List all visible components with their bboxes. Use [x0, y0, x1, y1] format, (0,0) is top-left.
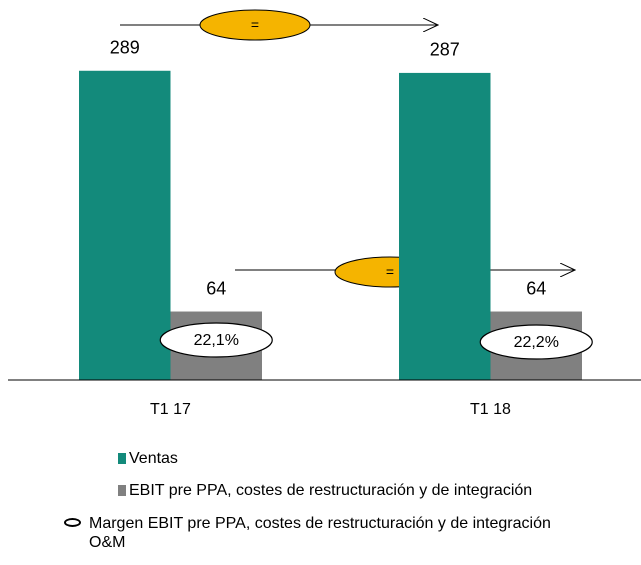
margin-label: 22,2%: [514, 334, 559, 351]
bar: [79, 70, 171, 381]
equal-badge: [199, 9, 311, 41]
annotation: =: [386, 264, 394, 280]
margin-oval: [479, 324, 593, 360]
value-label: 287: [430, 40, 460, 60]
legend-item: Ventas: [118, 450, 178, 468]
legend-swatch: [118, 485, 126, 496]
legend-label: EBIT pre PPA, costes de restructuración …: [129, 482, 533, 499]
value-label: 64: [526, 278, 546, 298]
x-tick-label: T1 18: [470, 401, 511, 418]
legend-item: EBIT pre PPA, costes de restructuración …: [118, 482, 532, 500]
bar: [399, 72, 491, 380]
legend-oval: [64, 518, 81, 527]
legend-label: Ventas: [129, 450, 178, 467]
x-tick-label: T1 17: [150, 401, 191, 418]
legend-item: Margen EBIT pre PPA, costes de restructu…: [64, 514, 584, 552]
margin-label: 22,1%: [194, 332, 239, 349]
margin-oval: [159, 322, 273, 358]
legend-swatch: [118, 453, 126, 464]
legend-label: Margen EBIT pre PPA, costes de restructu…: [89, 515, 551, 551]
value-label: 289: [110, 38, 140, 58]
annotation: =: [251, 17, 259, 33]
value-label: 64: [206, 278, 226, 298]
